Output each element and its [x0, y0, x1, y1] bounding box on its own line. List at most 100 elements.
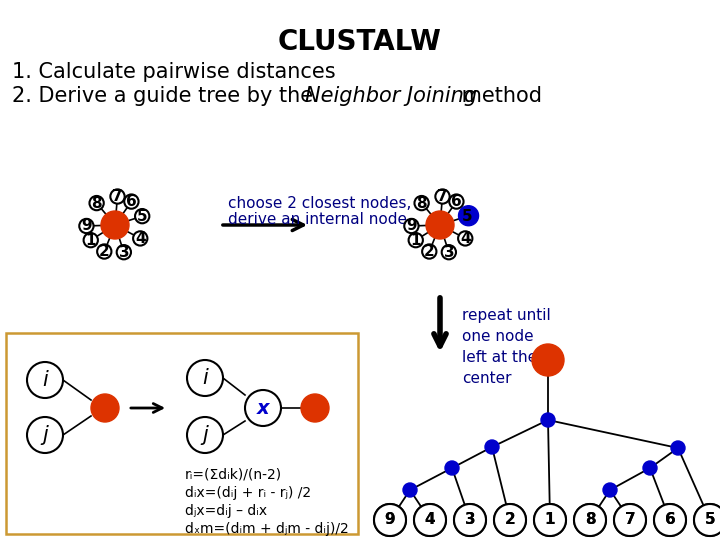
Text: dᵢx=(dᵢj + rᵢ - rⱼ) /2: dᵢx=(dᵢj + rᵢ - rⱼ) /2: [185, 486, 311, 500]
Text: 1. Calculate pairwise distances: 1. Calculate pairwise distances: [12, 62, 336, 82]
Text: 1: 1: [86, 233, 96, 248]
Circle shape: [187, 417, 223, 453]
Text: 6: 6: [126, 194, 137, 209]
Circle shape: [458, 231, 472, 246]
Circle shape: [404, 219, 418, 233]
Text: 2: 2: [505, 512, 516, 528]
Text: 9: 9: [81, 219, 91, 233]
Circle shape: [27, 417, 63, 453]
Text: CLUSTALW: CLUSTALW: [278, 28, 442, 56]
Circle shape: [494, 504, 526, 536]
Circle shape: [614, 504, 646, 536]
Circle shape: [101, 211, 129, 239]
Text: 5: 5: [137, 208, 148, 224]
Text: 9: 9: [406, 219, 417, 233]
Text: 3: 3: [444, 245, 454, 260]
Circle shape: [301, 394, 329, 422]
Text: method: method: [455, 86, 542, 106]
Text: repeat until
one node
left at the
center: repeat until one node left at the center: [462, 308, 551, 386]
Circle shape: [436, 190, 450, 204]
Text: j: j: [42, 425, 48, 445]
Circle shape: [574, 504, 606, 536]
Circle shape: [532, 344, 564, 376]
Text: 9: 9: [384, 512, 395, 528]
Text: 6: 6: [451, 194, 462, 209]
Circle shape: [374, 504, 406, 536]
Circle shape: [534, 504, 566, 536]
Text: 5: 5: [705, 512, 715, 528]
Circle shape: [654, 504, 686, 536]
Circle shape: [89, 196, 104, 210]
Text: 8: 8: [585, 512, 595, 528]
Text: j: j: [202, 425, 208, 445]
Circle shape: [459, 206, 479, 226]
Circle shape: [374, 504, 406, 536]
Text: dⱼx=dᵢj – dᵢx: dⱼx=dᵢj – dᵢx: [185, 504, 267, 518]
Circle shape: [574, 504, 606, 536]
Circle shape: [449, 194, 464, 209]
Circle shape: [125, 194, 138, 209]
Circle shape: [415, 196, 429, 210]
Text: i: i: [42, 370, 48, 390]
Text: i: i: [202, 368, 208, 388]
Text: 4: 4: [135, 231, 145, 246]
Text: 5: 5: [705, 512, 715, 528]
Text: 8: 8: [91, 195, 102, 211]
Text: 8: 8: [585, 512, 595, 528]
Text: 2: 2: [505, 512, 516, 528]
FancyBboxPatch shape: [6, 333, 358, 534]
Circle shape: [97, 245, 112, 259]
Circle shape: [79, 219, 94, 233]
Circle shape: [445, 461, 459, 475]
Text: 8: 8: [416, 195, 427, 211]
Circle shape: [414, 504, 446, 536]
Circle shape: [27, 362, 63, 398]
Text: 4: 4: [425, 512, 436, 528]
Circle shape: [133, 231, 148, 246]
Text: choose 2 closest nodes,: choose 2 closest nodes,: [228, 196, 411, 211]
Circle shape: [245, 390, 281, 426]
Circle shape: [454, 504, 486, 536]
Text: 4: 4: [425, 512, 436, 528]
Text: 7: 7: [112, 189, 123, 204]
Circle shape: [117, 245, 131, 259]
Circle shape: [694, 504, 720, 536]
Text: derive an internal node: derive an internal node: [228, 212, 407, 227]
Text: 1: 1: [545, 512, 555, 528]
Circle shape: [403, 483, 417, 497]
Text: 7: 7: [437, 189, 448, 204]
Text: 7: 7: [625, 512, 635, 528]
Text: 3: 3: [464, 512, 475, 528]
Text: 6: 6: [665, 512, 675, 528]
Circle shape: [454, 504, 486, 536]
Text: 9: 9: [384, 512, 395, 528]
Circle shape: [110, 190, 125, 204]
Text: 4: 4: [460, 231, 471, 246]
Text: 2. Derive a guide tree by the: 2. Derive a guide tree by the: [12, 86, 320, 106]
Circle shape: [671, 441, 685, 455]
Circle shape: [654, 504, 686, 536]
Text: 3: 3: [119, 245, 129, 260]
Circle shape: [694, 504, 720, 536]
Circle shape: [485, 440, 499, 454]
Text: 2: 2: [424, 244, 435, 259]
Circle shape: [422, 245, 436, 259]
Text: dₓm=(dᵢm + dⱼm - dᵢj)/2: dₓm=(dᵢm + dⱼm - dᵢj)/2: [185, 522, 348, 536]
Text: x: x: [257, 399, 269, 417]
Text: Neighbor Joining: Neighbor Joining: [305, 86, 477, 106]
Text: 6: 6: [665, 512, 675, 528]
Text: 1: 1: [545, 512, 555, 528]
Circle shape: [460, 209, 474, 224]
Circle shape: [426, 211, 454, 239]
Text: rᵢ=(Σdᵢk)/(n-2): rᵢ=(Σdᵢk)/(n-2): [185, 468, 282, 482]
Circle shape: [187, 360, 223, 396]
Circle shape: [643, 461, 657, 475]
Circle shape: [614, 504, 646, 536]
Circle shape: [534, 504, 566, 536]
Circle shape: [441, 245, 456, 259]
Circle shape: [91, 394, 119, 422]
Text: 3: 3: [464, 512, 475, 528]
Text: 2: 2: [99, 244, 109, 259]
Circle shape: [603, 483, 617, 497]
Circle shape: [135, 209, 149, 224]
